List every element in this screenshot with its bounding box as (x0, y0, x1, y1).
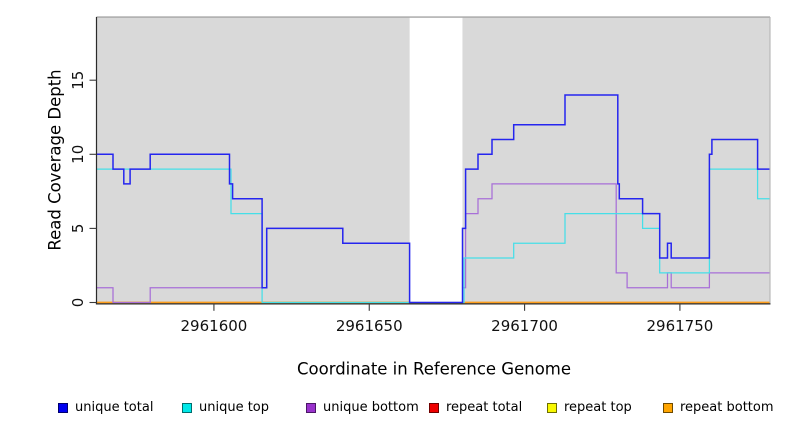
y-axis-title: Read Coverage Depth (45, 69, 65, 251)
y-tick-label: 5 (69, 224, 87, 234)
legend-item-repeat-total: repeat total (429, 400, 522, 416)
legend-item-repeat-bottom: repeat bottom (663, 400, 774, 416)
legend-item-unique-top: unique top (182, 400, 269, 416)
legend-label-repeat-top: repeat top (564, 400, 632, 415)
legend-item-unique-bottom: unique bottom (306, 400, 419, 416)
y-tick-label: 15 (69, 71, 87, 90)
legend-swatch-unique-top (182, 403, 192, 413)
x-tick-label: 2961650 (336, 317, 403, 335)
legend-swatch-repeat-top (547, 403, 557, 413)
x-axis-title: Coordinate in Reference Genome (296, 359, 572, 379)
legend-swatch-repeat-total (429, 403, 439, 413)
legend-label-unique-bottom: unique bottom (323, 400, 419, 415)
x-tick-label: 2961750 (647, 317, 714, 335)
legend-label-unique-total: unique total (75, 400, 154, 415)
legend-item-repeat-top: repeat top (547, 400, 632, 416)
legend-item-unique-total: unique total (58, 400, 153, 416)
x-tick-label: 2961700 (491, 317, 558, 335)
y-tick-label: 10 (69, 145, 87, 164)
legend-swatch-repeat-bottom (663, 403, 673, 413)
series-line-unique-total (96, 94, 770, 304)
legend-label-repeat-total: repeat total (446, 400, 523, 415)
x-tick-label: 2961600 (181, 317, 248, 335)
legend-label-unique-top: unique top (199, 400, 270, 415)
legend-swatch-unique-bottom (306, 403, 316, 413)
legend-swatch-unique-total (58, 403, 68, 413)
masked-region (409, 17, 463, 302)
y-tick-label: 0 (69, 298, 87, 308)
legend-label-repeat-bottom: repeat bottom (680, 400, 774, 415)
